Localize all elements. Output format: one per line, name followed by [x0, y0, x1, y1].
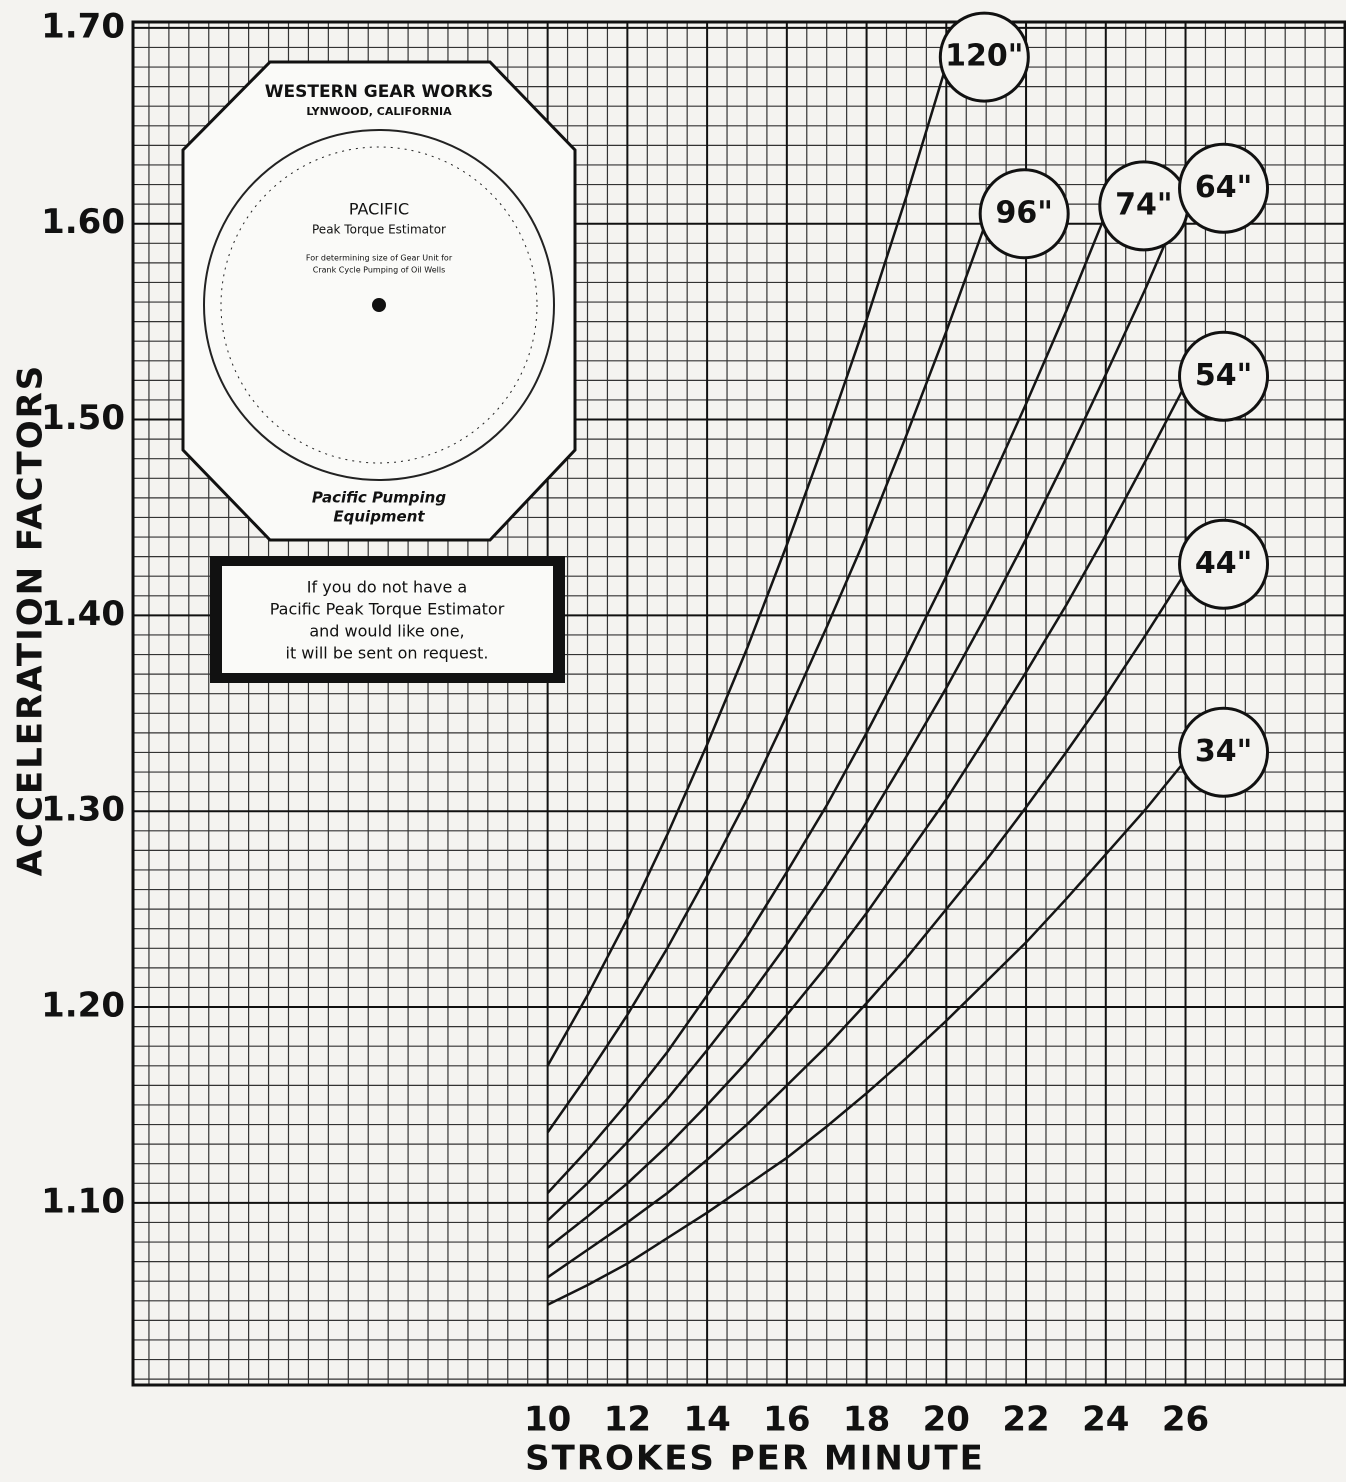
x-tick-label: 16 [763, 1400, 810, 1440]
y-tick-label: 1.30 [41, 790, 125, 830]
x-tick-label: 10 [524, 1400, 571, 1440]
curve-labels: 120" 96" 74" 64" 54" 44" 34" [940, 13, 1267, 796]
x-tick-label: 14 [683, 1400, 730, 1440]
x-tick-label: 20 [923, 1400, 970, 1440]
y-tick-label: 1.50 [41, 398, 125, 438]
y-tick-label: 1.70 [41, 6, 125, 46]
card-title: WESTERN GEAR WORKS [265, 82, 494, 102]
box-text: it will be sent on request. [286, 644, 489, 663]
box-text: and would like one, [309, 622, 464, 641]
legend-label: 54" [1195, 358, 1252, 393]
y-tick-label: 1.60 [41, 202, 125, 242]
dial-center [372, 298, 386, 312]
card-brand: PACIFIC [349, 200, 409, 219]
x-tick-label: 18 [843, 1400, 890, 1440]
box-text: Pacific Peak Torque Estimator [270, 600, 505, 619]
legend-label: 120" [945, 39, 1023, 74]
x-tick-label: 22 [1002, 1400, 1049, 1440]
card-product: Peak Torque Estimator [312, 223, 446, 237]
card-note: For determining size of Gear Unit for [306, 254, 453, 263]
legend-label: 74" [1115, 187, 1172, 222]
x-tick-label: 12 [604, 1400, 651, 1440]
legend-label: 64" [1195, 170, 1252, 205]
card-subtitle: LYNWOOD, CALIFORNIA [306, 105, 452, 118]
estimator-card: WESTERN GEAR WORKS LYNWOOD, CALIFORNIA P… [183, 62, 575, 540]
request-box: If you do not have a Pacific Peak Torque… [210, 556, 565, 683]
legend-label: 34" [1195, 734, 1252, 769]
x-tick-label: 26 [1162, 1400, 1209, 1440]
y-tick-label: 1.20 [41, 986, 125, 1026]
y-tick-label: 1.40 [41, 594, 125, 634]
legend-label: 44" [1195, 546, 1252, 581]
box-text: If you do not have a [307, 578, 467, 597]
x-axis-label: STROKES PER MINUTE [525, 1439, 985, 1479]
card-footer: Equipment [333, 508, 425, 526]
chart: ACCELERATION FACTORS STROKES PER MINUTE … [0, 0, 1346, 1482]
card-footer: Pacific Pumping [312, 489, 446, 507]
legend-label: 96" [995, 195, 1052, 230]
x-tick-label: 24 [1082, 1400, 1129, 1440]
card-note: Crank Cycle Pumping of Oil Wells [313, 266, 445, 275]
y-tick-label: 1.10 [41, 1181, 125, 1221]
